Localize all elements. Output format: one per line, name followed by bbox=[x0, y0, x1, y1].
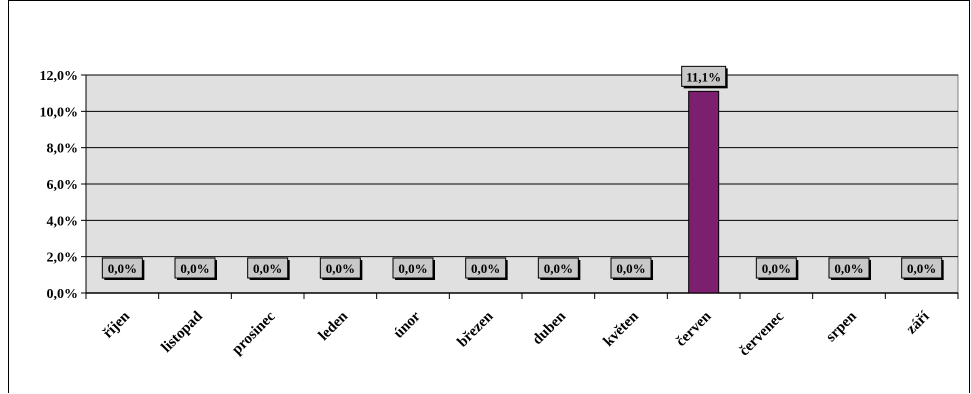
category-label: květen bbox=[600, 308, 642, 350]
data-label-text: 0,0% bbox=[762, 261, 791, 276]
y-tick-label: 6,0% bbox=[47, 178, 79, 193]
y-axis: 0,0% 2,0% 4,0% 6,0% 8,0% 10,0% 12,0% bbox=[40, 69, 87, 302]
data-label: 0,0% bbox=[247, 257, 290, 280]
data-label: 0,0% bbox=[174, 257, 217, 280]
data-label-text: 11,1% bbox=[686, 69, 721, 84]
data-label-box bbox=[610, 257, 652, 279]
category-label: červenec bbox=[736, 308, 787, 359]
data-label-box bbox=[319, 257, 361, 279]
data-label-text: 0,0% bbox=[180, 261, 209, 276]
data-label-text: 0,0% bbox=[326, 261, 355, 276]
data-label-box bbox=[392, 257, 434, 279]
category-label: březen bbox=[455, 308, 497, 350]
data-label-box bbox=[755, 257, 797, 279]
data-label: 0,0% bbox=[319, 257, 363, 280]
data-label-box bbox=[101, 257, 143, 279]
data-label: 0,0% bbox=[392, 257, 435, 280]
data-label: 0,0% bbox=[755, 257, 799, 280]
category-label: únor bbox=[391, 308, 424, 341]
data-label: 0,0% bbox=[101, 257, 145, 280]
data-label-box bbox=[901, 257, 943, 279]
data-label-text: 0,0% bbox=[907, 261, 936, 276]
x-axis: říjen listopad prosinec leden únor březen dube… bbox=[85, 292, 959, 359]
data-label-box bbox=[681, 65, 727, 87]
data-label-text: 0,0% bbox=[398, 261, 427, 276]
data-label-box bbox=[174, 257, 216, 279]
category-label: leden bbox=[316, 308, 352, 344]
category-label: duben bbox=[530, 308, 570, 348]
category-label: prosinec bbox=[229, 308, 279, 358]
data-label: 0,0% bbox=[610, 257, 653, 280]
data-label-box bbox=[247, 257, 289, 279]
y-tick-label: 2,0% bbox=[47, 251, 79, 266]
data-label-text: 0,0% bbox=[108, 261, 137, 276]
y-tick-label: 0,0% bbox=[47, 287, 79, 302]
category-label: srpen bbox=[823, 308, 860, 345]
data-label-box bbox=[537, 257, 579, 279]
data-label: 0,0% bbox=[828, 257, 871, 280]
data-label: 0,0% bbox=[901, 257, 944, 280]
bars bbox=[688, 90, 720, 294]
y-tick-label: 8,0% bbox=[47, 142, 79, 157]
data-label-text: 0,0% bbox=[253, 261, 282, 276]
y-tick-label: 4,0% bbox=[47, 214, 79, 229]
data-label-box bbox=[828, 257, 870, 279]
gridlines bbox=[86, 74, 958, 258]
bar bbox=[688, 90, 720, 294]
y-tick-label: 10,0% bbox=[40, 105, 79, 120]
data-label-text: 0,0% bbox=[616, 261, 645, 276]
data-label: 11,1% bbox=[681, 65, 728, 89]
y-tick-label: 12,0% bbox=[40, 69, 79, 84]
data-label-text: 0,0% bbox=[544, 261, 573, 276]
data-label: 0,0% bbox=[537, 257, 581, 280]
data-label: 0,0% bbox=[465, 257, 508, 280]
data-labels: 0,0% 0,0% 0,0% 0,0% 0,0% 0,0% 0,0% 0,0% 11,1% 0,0… bbox=[101, 65, 944, 280]
category-label: říjen bbox=[100, 308, 134, 342]
category-label: listopad bbox=[159, 308, 207, 356]
category-label: červen bbox=[673, 308, 715, 350]
data-label-text: 0,0% bbox=[471, 261, 500, 276]
data-label-box bbox=[465, 257, 507, 279]
data-label-text: 0,0% bbox=[834, 261, 863, 276]
category-label: září bbox=[904, 308, 934, 338]
